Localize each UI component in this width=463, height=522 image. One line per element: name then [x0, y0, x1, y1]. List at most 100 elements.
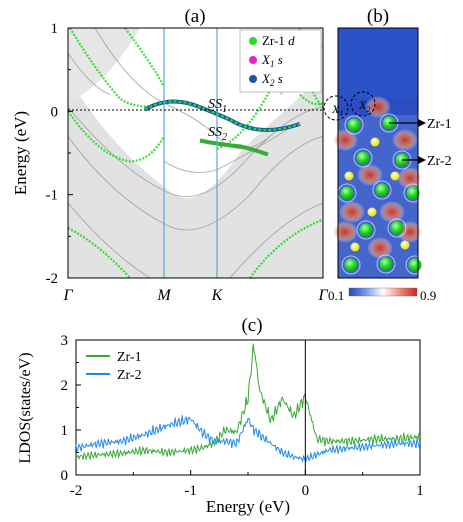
- ldos-xlabel: Energy (eV): [206, 497, 290, 516]
- x-atom: [370, 137, 380, 147]
- zr-atom: [406, 186, 420, 200]
- zr-atom: [405, 255, 425, 275]
- x2-site-label: X2: [358, 98, 370, 114]
- zr2-arrowhead: [418, 156, 426, 164]
- zr-atom: [372, 180, 392, 200]
- panel-b-label: (b): [367, 6, 389, 27]
- zr-atom: [408, 258, 422, 272]
- bulk-band-line: [94, 28, 271, 150]
- colorbar-min-label: 0.1: [328, 288, 344, 303]
- legend-marker-x1: [249, 56, 257, 64]
- zr-atom: [390, 221, 404, 235]
- ldos-series-zr-1: [75, 343, 421, 461]
- kpoint-label: Γ: [62, 287, 73, 304]
- legend-label-zr1: Zr-1: [117, 350, 142, 365]
- legend-entry-x2: X2 s: [261, 71, 283, 88]
- charge-lobe: [357, 164, 383, 186]
- ss1-label: SS1: [208, 97, 227, 115]
- zr-atom: [356, 220, 376, 240]
- charge-lobe: [339, 201, 365, 223]
- x-atom: [400, 240, 410, 250]
- zr-atom: [344, 115, 364, 135]
- zr-atom: [347, 118, 361, 132]
- panel-a-axes: 10-1-2Γ M K Γ: [46, 21, 329, 304]
- charge-lobe: [392, 129, 418, 151]
- bulk-band-line: [68, 135, 323, 231]
- charge-lobe: [332, 129, 358, 151]
- legend-entry-x1: X1 s: [261, 52, 283, 69]
- panel-a-label: (a): [184, 6, 205, 27]
- charge-density-map: [332, 28, 425, 278]
- bulk-band-line: [68, 202, 151, 278]
- legend-marker-x2: [249, 75, 257, 83]
- ldos-ytick-label: 2: [61, 378, 69, 394]
- zr1-d-band: [68, 227, 131, 278]
- ldos-plot: -2 -1 0 1 0 1 2 3: [61, 333, 424, 499]
- zr-atom: [340, 186, 354, 200]
- kpoint-label: Γ: [317, 287, 328, 304]
- x-atom: [344, 171, 354, 181]
- zr1-d-band: [124, 28, 165, 87]
- charge-lobe: [397, 167, 423, 189]
- legend-entry-zr1: Zr-1 d: [262, 33, 295, 48]
- zr1-arrowhead: [418, 119, 426, 127]
- kpoint-label: M: [156, 287, 172, 304]
- zr1-d-band: [299, 93, 323, 106]
- bulk-continuum-upper: [68, 28, 140, 103]
- panel-a-ytick-label: -2: [46, 271, 59, 287]
- colorbar-max-label: 0.9: [420, 288, 436, 303]
- panel-a-ylabel: Energy (eV): [11, 111, 30, 195]
- x2-site-marker: [350, 91, 376, 117]
- colorbar: [348, 287, 418, 297]
- ldos-xtick-label: 1: [416, 483, 424, 499]
- bulk-band-line: [68, 52, 111, 96]
- ldos-xtick-label: -1: [184, 483, 197, 499]
- zr-atom: [403, 183, 423, 203]
- legend-marker-zr1: [249, 37, 257, 45]
- panel-c-label: (c): [241, 315, 262, 336]
- zr-atom: [341, 255, 361, 275]
- zr-atom: [379, 257, 393, 271]
- x1-site-marker: [323, 95, 349, 121]
- kpoint-label: K: [211, 287, 224, 304]
- ldos-ylabel: LDOS(states/eV): [17, 352, 34, 463]
- panel-a-legend: Zr-1 d X1 s X2 s: [239, 29, 322, 93]
- charge-lobe: [379, 201, 405, 223]
- legend-label-zr2: Zr-2: [117, 368, 142, 383]
- bulk-continuum: [68, 69, 323, 278]
- panel-a-ytick-label: -1: [46, 188, 59, 204]
- zr-atom: [353, 148, 373, 168]
- ldos-ytick-label: 1: [61, 423, 69, 439]
- x-atom: [367, 207, 377, 217]
- zr-atom: [344, 258, 358, 272]
- panel-a-ytick-label: 1: [51, 21, 59, 37]
- x-atom: [350, 242, 360, 252]
- zr-atom: [376, 254, 396, 274]
- ldos-xtick-label: -2: [70, 483, 83, 499]
- ldos-xtick-label: 0: [302, 483, 310, 499]
- charge-lobe: [397, 221, 423, 243]
- x-atom: [390, 171, 400, 181]
- zr-atom: [359, 223, 373, 237]
- ldos-series-zr-2: [75, 415, 421, 464]
- charge-lobe: [332, 221, 358, 243]
- x1-site-label: X1: [331, 102, 343, 118]
- zr2-site-label: Zr-2: [427, 154, 452, 169]
- ldos-legend: Zr-1 Zr-2: [86, 350, 142, 383]
- bulk-band-line: [229, 202, 323, 278]
- zr1-d-band: [68, 110, 165, 163]
- ss2-band-x1: [199, 140, 269, 156]
- ldos-ytick-label: 0: [61, 468, 69, 484]
- charge-lobe: [365, 96, 391, 118]
- zr-atom: [375, 183, 389, 197]
- zr-atom: [356, 151, 370, 165]
- zr1-d-band: [249, 218, 323, 278]
- zr-atom: [387, 218, 407, 238]
- panel-a-ytick-label: 0: [51, 104, 59, 120]
- charge-lobe: [367, 237, 393, 259]
- zr1-site-label: Zr-1: [427, 117, 452, 132]
- panel-b-frame: [337, 27, 419, 279]
- ss2-label: SS2: [208, 125, 227, 143]
- ldos-ytick-label: 3: [61, 333, 69, 349]
